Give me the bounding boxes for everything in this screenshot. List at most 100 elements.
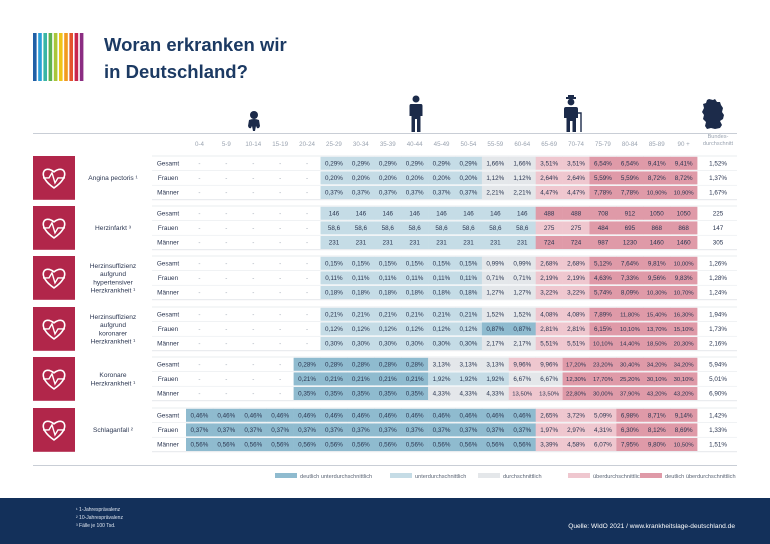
cell-value: 10,10%	[620, 327, 641, 333]
bund-avg: 225	[713, 211, 724, 218]
table-cell	[562, 286, 590, 299]
pulse-icon	[43, 372, 65, 386]
table-cell	[428, 423, 456, 437]
cell-value: -	[279, 391, 281, 398]
cell-value: 0,46%	[298, 413, 316, 420]
table-cell	[374, 408, 402, 422]
cell-value: 7,78%	[594, 190, 612, 197]
age-header: 0-4	[195, 141, 205, 148]
cell-value: 2,19%	[567, 275, 585, 282]
table-cell	[670, 423, 698, 437]
cell-value: -	[279, 175, 281, 182]
cell-value: 231	[329, 240, 340, 247]
cell-value: 0,15%	[352, 261, 370, 268]
page-title: Woran erkranken wir in Deutschland?	[104, 31, 287, 85]
cell-value: 30,10%	[674, 377, 695, 383]
cell-value: 8,72%	[648, 175, 666, 182]
cell-value: 0,37%	[271, 427, 289, 434]
table-cell	[481, 307, 510, 321]
cell-value: 2,17%	[486, 341, 504, 348]
age-header: 50-54	[461, 141, 477, 148]
legend-swatch	[640, 473, 662, 478]
cell-value: 0,46%	[406, 413, 424, 420]
cell-value: 6,15%	[594, 326, 612, 333]
cell-value: -	[225, 240, 227, 247]
cell-value: 0,29%	[406, 161, 424, 168]
table-cell	[643, 206, 671, 220]
cell-value: 6,54%	[621, 161, 639, 168]
legend-swatch	[478, 473, 500, 478]
disease-name: Herzkrankheit ¹	[91, 339, 137, 346]
table-cell	[481, 286, 510, 299]
table-cell	[481, 236, 510, 249]
cell-value: 4,33%	[486, 391, 504, 398]
table-cell	[293, 438, 321, 451]
cell-value: 3,13%	[460, 362, 478, 369]
table-cell	[320, 221, 348, 235]
footnote-1: ¹ 1-Jahresprävalenz	[76, 507, 121, 513]
table-cell	[455, 256, 483, 270]
table-cell	[535, 438, 563, 451]
table-bottom-line	[33, 465, 737, 466]
table-cell	[239, 423, 267, 437]
cell-value: 1,52%	[486, 312, 504, 319]
table-cell	[481, 206, 510, 220]
logo-stripe	[53, 33, 58, 81]
disease-name: Herzinsuffizienz	[90, 314, 136, 321]
table-cell	[481, 408, 510, 422]
cell-value: 0,20%	[406, 175, 424, 182]
cell-value: 30,10%	[647, 377, 668, 383]
sex-label: Männer	[157, 391, 180, 398]
cell-value: 0,37%	[379, 190, 397, 197]
cell-value: 58,6	[409, 225, 422, 232]
table-cell	[455, 236, 483, 249]
cell-value: 912	[625, 211, 636, 218]
table-cell	[320, 186, 348, 199]
table-cell	[374, 322, 402, 336]
table-cell	[347, 156, 375, 170]
cell-value: 146	[356, 211, 367, 218]
cell-value: 58,6	[382, 225, 395, 232]
disease-name: aufgrund	[100, 271, 126, 278]
table-cell	[508, 156, 536, 170]
table-cell	[670, 206, 698, 220]
cell-value: 0,56%	[406, 442, 424, 449]
cell-value: 4,31%	[594, 427, 612, 434]
pulse-icon	[43, 221, 65, 235]
cell-value: 30,40%	[620, 363, 641, 369]
table-cell	[293, 408, 321, 422]
table-cell	[239, 408, 267, 422]
table-cell	[616, 438, 644, 451]
table-cell	[670, 186, 698, 199]
age-header: 40-44	[407, 141, 423, 148]
cell-value: 0,87%	[486, 326, 504, 333]
disease-name: Schlaganfall ²	[93, 427, 134, 434]
cell-value: -	[252, 326, 254, 333]
table-cell	[320, 206, 348, 220]
cell-value: -	[252, 225, 254, 232]
table-cell	[535, 423, 563, 437]
table-cell	[535, 156, 563, 170]
senior-icon	[564, 95, 582, 132]
cell-value: 0,46%	[217, 413, 235, 420]
age-header: 55-59	[487, 141, 503, 148]
table-cell	[374, 156, 402, 170]
table-cell	[455, 337, 483, 350]
cell-value: 0,12%	[406, 326, 424, 333]
cell-value: 0,56%	[433, 442, 451, 449]
cell-value: 0,37%	[325, 190, 343, 197]
cell-value: 0,11%	[433, 275, 451, 282]
table-cell	[589, 186, 617, 199]
cell-value: 6,54%	[594, 161, 612, 168]
table-cell	[616, 236, 644, 249]
table-cell	[670, 337, 698, 350]
cell-value: 0,15%	[406, 261, 424, 268]
logo-stripe	[48, 33, 53, 81]
legend-label: unterdurchschnittlich	[415, 474, 466, 480]
cell-value: 2,68%	[567, 261, 585, 268]
table-cell	[347, 271, 375, 285]
cell-value: -	[279, 326, 281, 333]
cell-value: 231	[517, 240, 528, 247]
table-cell	[428, 372, 456, 386]
